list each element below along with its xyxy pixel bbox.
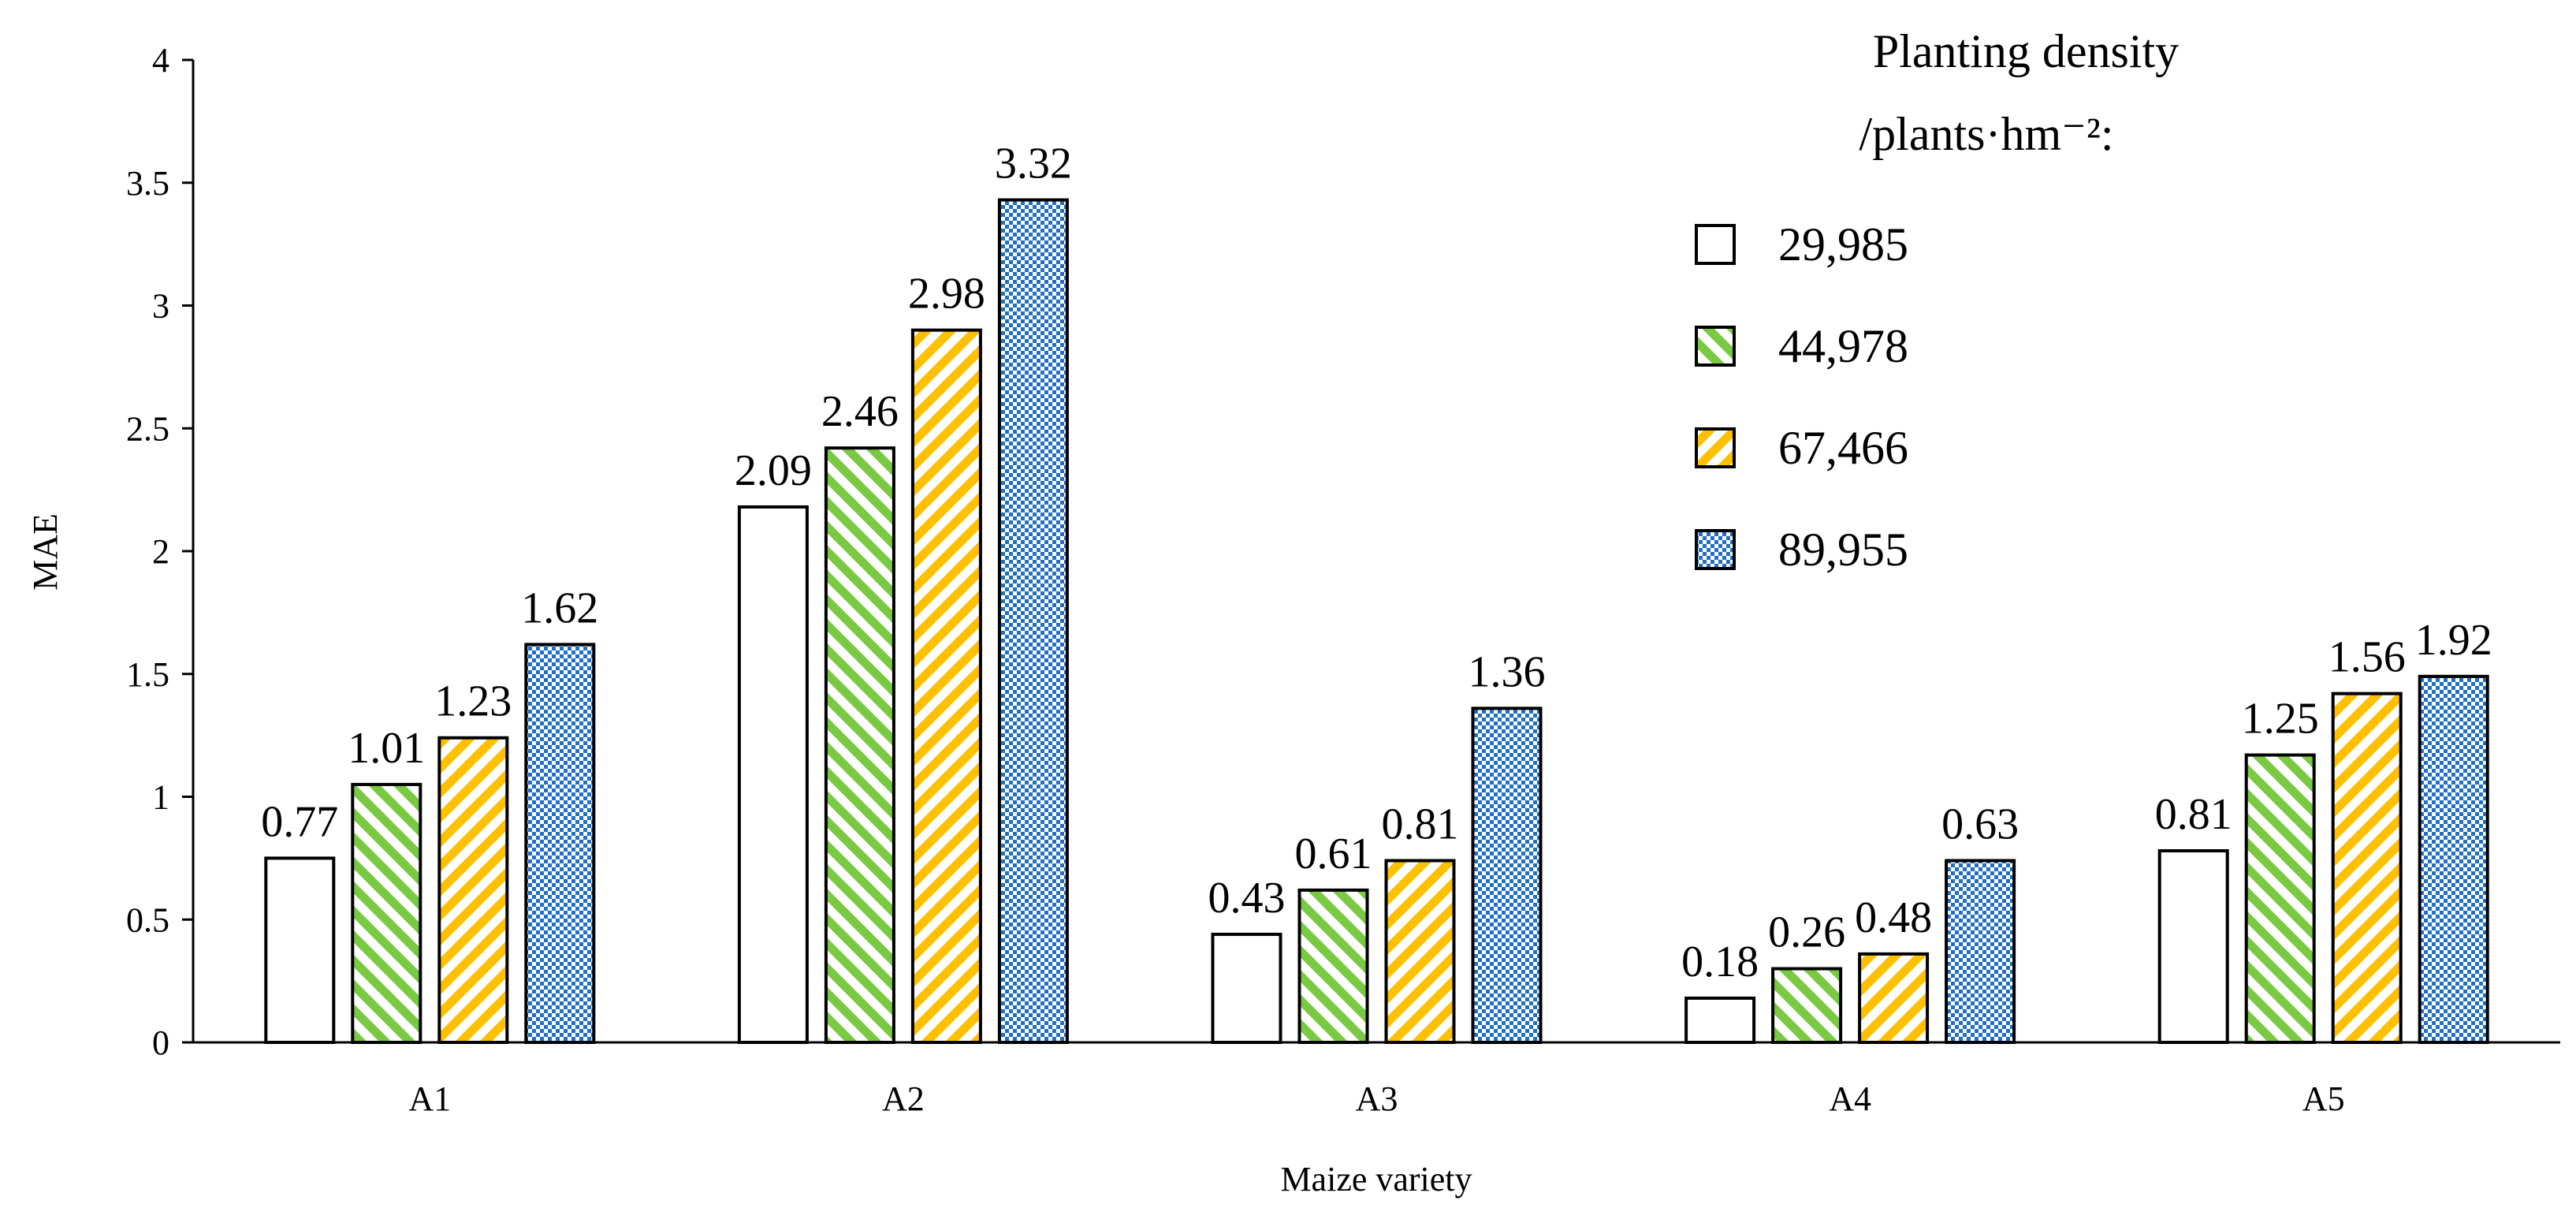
- legend-label-1: 29,985: [1778, 218, 1908, 270]
- bar-a2-series-1: [737, 505, 809, 1044]
- data-label-a5-series-1: 0.81: [2155, 790, 2232, 839]
- x-axis-title: Maize variety: [1280, 1160, 1472, 1198]
- legend-swatch-1: [1695, 224, 1736, 265]
- bar-a4-series-3: [1858, 952, 1930, 1044]
- x-tick-label-a3: A3: [1356, 1079, 1398, 1118]
- data-label-a3-series-4: 1.36: [1469, 647, 1546, 696]
- data-label-a1-series-3: 1.23: [434, 677, 512, 726]
- bar-a1-series-3: [437, 736, 509, 1044]
- x-tick-label-a4: A4: [1829, 1079, 1871, 1118]
- y-tick-label: 3.5: [126, 164, 169, 203]
- y-tick-label: 1.5: [126, 655, 169, 694]
- legend-title-line1: Planting density: [1873, 25, 2179, 77]
- data-label-a5-series-2: 1.25: [2242, 695, 2319, 744]
- data-label-a4-series-2: 0.26: [1768, 908, 1845, 957]
- bars: [264, 198, 2489, 1045]
- bar-a4-series-4: [1945, 859, 2016, 1044]
- data-label-a2-series-3: 2.98: [908, 270, 985, 319]
- legend-label-3: 67,466: [1778, 422, 1908, 474]
- legend: Planting density /plants·hm⁻²: 29,985 44,…: [1695, 25, 2179, 576]
- x-tick-label-a5: A5: [2302, 1079, 2345, 1118]
- legend-label-2: 44,978: [1778, 320, 1908, 372]
- data-label-a5-series-3: 1.56: [2328, 633, 2406, 682]
- y-tick-label: 0.5: [126, 900, 169, 939]
- y-axis-title: MAE: [26, 513, 65, 591]
- y-tick-label: 2: [152, 532, 169, 571]
- legend-label-4: 89,955: [1778, 524, 1908, 576]
- y-tick-label: 4: [152, 41, 169, 80]
- bar-a5-series-4: [2418, 674, 2489, 1044]
- bar-a1-series-4: [524, 643, 596, 1044]
- bar-a2-series-4: [997, 198, 1069, 1044]
- bar-a5-series-2: [2244, 753, 2316, 1044]
- bar-a3-series-2: [1297, 888, 1369, 1044]
- bar-a5-series-1: [2157, 849, 2229, 1045]
- data-label-a1-series-1: 0.77: [261, 797, 338, 846]
- bar-a4-series-1: [1684, 996, 1756, 1045]
- data-labels: 0.771.011.231.62 2.092.46 2.98 3.32 0.430.61…: [261, 140, 2492, 986]
- bar-a1-series-1: [264, 856, 336, 1044]
- data-label-a3-series-3: 0.81: [1382, 800, 1459, 848]
- data-label-a1-series-2: 1.01: [348, 724, 425, 773]
- data-label-a1-series-4: 1.62: [521, 583, 598, 632]
- y-tick-label: 1: [152, 778, 169, 817]
- bar-a5-series-3: [2331, 692, 2403, 1044]
- y-ticks: 0 0.5 1 1.5 2 2.5 3 3.5 4: [126, 41, 193, 1062]
- data-label-a2-series-4: 3.32: [995, 140, 1072, 188]
- x-ticks: A1 A2 A3 A4 A5: [408, 1079, 2344, 1118]
- bar-a4-series-2: [1771, 967, 1843, 1045]
- data-label-a3-series-1: 0.43: [1208, 874, 1286, 923]
- x-tick-label-a1: A1: [408, 1079, 451, 1118]
- y-tick-label: 2.5: [126, 409, 169, 448]
- data-label-a2-series-1: 2.09: [735, 446, 812, 495]
- data-label-a3-series-2: 0.61: [1295, 829, 1372, 878]
- data-label-a4-series-4: 0.63: [1941, 800, 2019, 848]
- bar-a2-series-2: [824, 446, 895, 1044]
- bar-a2-series-3: [910, 328, 982, 1044]
- data-label-a5-series-4: 1.92: [2415, 616, 2492, 665]
- y-tick-label: 3: [152, 287, 169, 326]
- bar-a3-series-4: [1471, 706, 1543, 1044]
- legend-swatch-4: [1695, 529, 1736, 570]
- legend-swatch-3: [1695, 427, 1736, 468]
- bar-a3-series-3: [1384, 859, 1456, 1044]
- data-label-a4-series-3: 0.48: [1855, 893, 1932, 942]
- data-label-a4-series-1: 0.18: [1681, 938, 1759, 986]
- legend-title-line2: /plants·hm⁻²:: [1859, 108, 2114, 160]
- x-tick-label-a2: A2: [882, 1079, 925, 1118]
- bar-a1-series-2: [351, 782, 423, 1044]
- bar-a3-series-1: [1211, 932, 1282, 1044]
- legend-swatch-2: [1695, 326, 1736, 367]
- data-label-a2-series-2: 2.46: [821, 387, 899, 436]
- y-tick-label: 0: [152, 1023, 169, 1062]
